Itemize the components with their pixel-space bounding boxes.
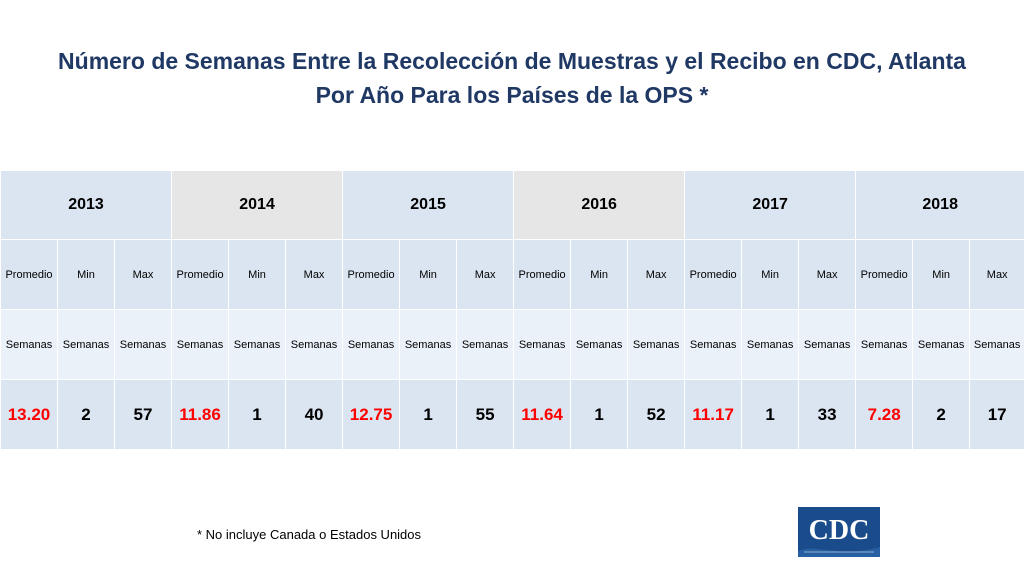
- avg-value-2015: 12.75: [342, 379, 401, 450]
- avg-value-2016: 11.64: [513, 379, 572, 450]
- unit-cell: Semanas: [285, 309, 344, 380]
- label-min: Min: [57, 239, 115, 310]
- label-min: Min: [570, 239, 629, 310]
- unit-cell: Semanas: [342, 309, 401, 380]
- unit-cell: Semanas: [570, 309, 629, 380]
- max-value-2016: 52: [627, 379, 686, 450]
- title-line-1: Número de Semanas Entre la Recolección d…: [58, 48, 966, 74]
- year-header-row: 2013 2014 2015 2016 2017 2018: [0, 170, 1024, 240]
- label-min: Min: [228, 239, 287, 310]
- label-promedio: Promedio: [0, 239, 58, 310]
- year-header-2014: 2014: [171, 170, 344, 240]
- min-value-2016: 1: [570, 379, 629, 450]
- unit-row: Semanas Semanas Semanas Semanas Semanas …: [0, 309, 1024, 380]
- unit-cell: Semanas: [399, 309, 458, 380]
- unit-cell: Semanas: [855, 309, 914, 380]
- label-max: Max: [285, 239, 344, 310]
- unit-cell: Semanas: [513, 309, 572, 380]
- max-value-2018: 17: [969, 379, 1024, 450]
- unit-cell: Semanas: [456, 309, 515, 380]
- title-line-2: Por Año Para los Países de la OPS *: [315, 82, 709, 108]
- label-promedio: Promedio: [513, 239, 572, 310]
- min-value-2014: 1: [228, 379, 287, 450]
- year-header-2016: 2016: [513, 170, 686, 240]
- cdc-logo: CDC: [798, 507, 880, 557]
- label-min: Min: [399, 239, 458, 310]
- label-min: Min: [741, 239, 800, 310]
- min-value-2015: 1: [399, 379, 458, 450]
- year-header-2017: 2017: [684, 170, 857, 240]
- year-header-2015: 2015: [342, 170, 515, 240]
- year-header-2013: 2013: [0, 170, 173, 240]
- year-header-2018: 2018: [855, 170, 1024, 240]
- avg-value-2014: 11.86: [171, 379, 230, 450]
- page-title: Número de Semanas Entre la Recolección d…: [0, 44, 1024, 112]
- max-value-2013: 57: [113, 379, 173, 450]
- cdc-logo-icon: CDC: [798, 507, 880, 557]
- min-value-2017: 1: [741, 379, 800, 450]
- label-max: Max: [456, 239, 515, 310]
- label-promedio: Promedio: [855, 239, 914, 310]
- unit-cell: Semanas: [0, 309, 58, 380]
- label-max: Max: [627, 239, 686, 310]
- unit-cell: Semanas: [627, 309, 686, 380]
- unit-cell: Semanas: [684, 309, 743, 380]
- value-row: 13.20 2 57 11.86 1 40 12.75 1 55 11.64 1…: [0, 379, 1024, 450]
- label-promedio: Promedio: [684, 239, 743, 310]
- avg-value-2018: 7.28: [855, 379, 914, 450]
- unit-cell: Semanas: [912, 309, 971, 380]
- cdc-logo-text: CDC: [809, 515, 870, 546]
- unit-cell: Semanas: [171, 309, 230, 380]
- label-min: Min: [912, 239, 971, 310]
- label-max: Max: [113, 239, 173, 310]
- max-value-2015: 55: [456, 379, 515, 450]
- stat-label-row: Promedio Min Max Promedio Min Max Promed…: [0, 239, 1024, 310]
- label-promedio: Promedio: [171, 239, 230, 310]
- min-value-2013: 2: [57, 379, 115, 450]
- weeks-table: 2013 2014 2015 2016 2017 2018 Promedio M…: [0, 170, 1024, 450]
- unit-cell: Semanas: [969, 309, 1024, 380]
- unit-cell: Semanas: [798, 309, 857, 380]
- min-value-2018: 2: [912, 379, 971, 450]
- avg-value-2017: 11.17: [684, 379, 743, 450]
- unit-cell: Semanas: [57, 309, 115, 380]
- unit-cell: Semanas: [113, 309, 173, 380]
- max-value-2014: 40: [285, 379, 344, 450]
- unit-cell: Semanas: [228, 309, 287, 380]
- avg-value-2013: 13.20: [0, 379, 58, 450]
- label-max: Max: [798, 239, 857, 310]
- unit-cell: Semanas: [741, 309, 800, 380]
- max-value-2017: 33: [798, 379, 857, 450]
- label-promedio: Promedio: [342, 239, 401, 310]
- footnote: * No incluye Canada o Estados Unidos: [197, 527, 422, 542]
- label-max: Max: [969, 239, 1024, 310]
